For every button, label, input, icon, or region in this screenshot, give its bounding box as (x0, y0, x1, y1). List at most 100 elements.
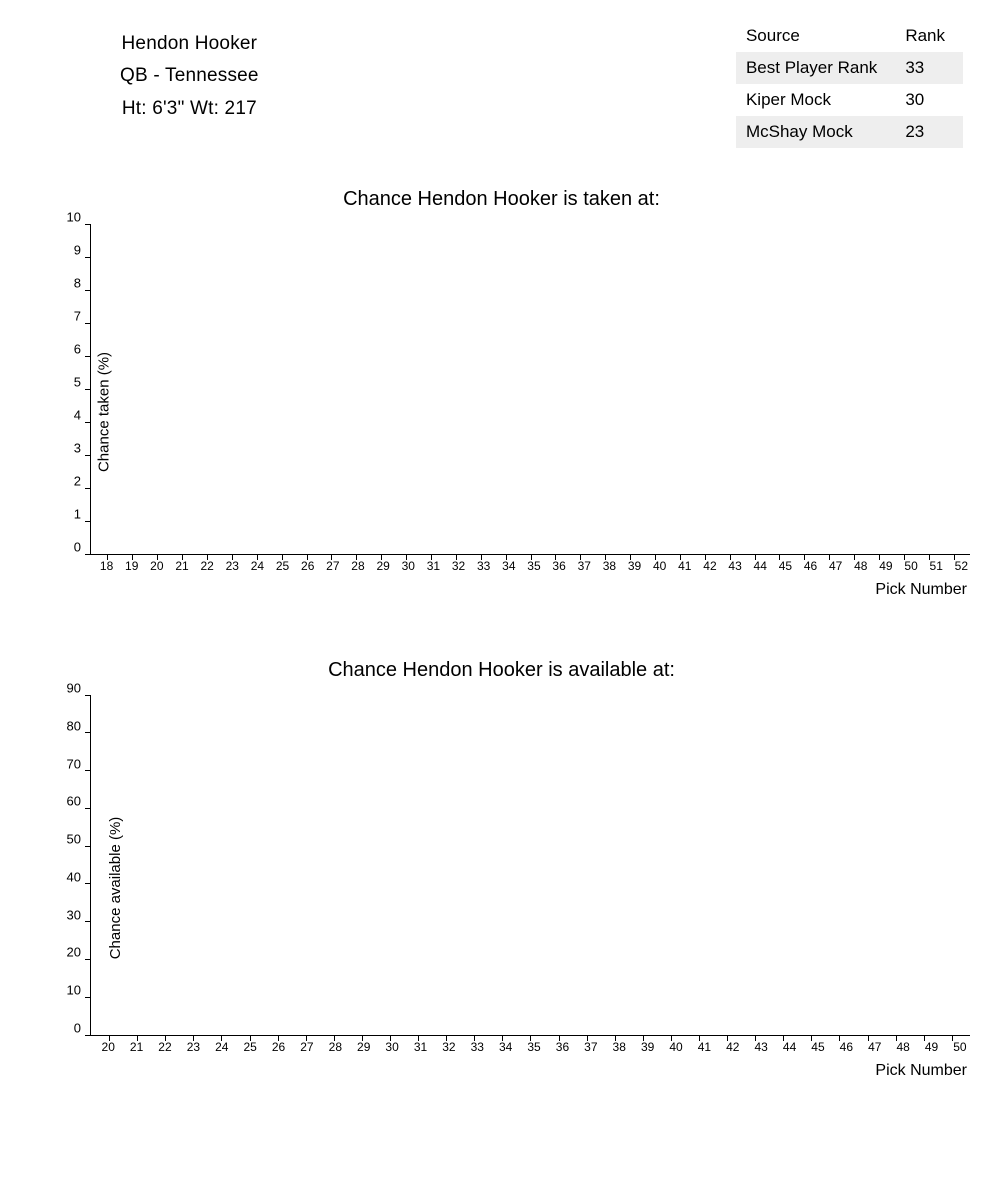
chart-available-plot: 0102030405060708090 (90, 696, 970, 1036)
x-tick (182, 554, 183, 560)
x-tick (655, 554, 656, 560)
x-tick-label: 43 (723, 559, 748, 573)
x-tick (699, 1035, 700, 1041)
x-tick-label: 19 (119, 559, 144, 573)
rank-table: Source Rank Best Player Rank 33 Kiper Mo… (736, 20, 963, 148)
x-tick-label: 26 (295, 559, 320, 573)
x-tick (531, 554, 532, 560)
x-tick (896, 1035, 897, 1041)
x-tick-label: 42 (697, 559, 722, 573)
x-tick (193, 1035, 194, 1041)
x-tick (811, 1035, 812, 1041)
x-tick (381, 554, 382, 560)
header-row: Hendon Hooker QB - Tennessee Ht: 6'3" Wt… (30, 20, 973, 148)
x-tick (257, 554, 258, 560)
x-tick-label: 28 (321, 1040, 349, 1054)
x-tick-label: 32 (446, 559, 471, 573)
x-tick-label: 44 (775, 1040, 803, 1054)
rank-source: Kiper Mock (736, 84, 895, 116)
chart-taken-block: Chance Hendon Hooker is taken at: Chance… (30, 188, 973, 599)
y-tick-label: 7 (74, 309, 81, 324)
y-tick-label: 30 (67, 907, 81, 922)
x-tick (390, 1035, 391, 1041)
x-tick (868, 1035, 869, 1041)
x-tick-label: 45 (773, 559, 798, 573)
x-tick (107, 554, 108, 560)
x-tick (839, 1035, 840, 1041)
x-tick-label: 38 (605, 1040, 633, 1054)
x-tick-label: 50 (946, 1040, 974, 1054)
x-tick (587, 1035, 588, 1041)
y-tick-label: 4 (74, 408, 81, 423)
x-tick-label: 36 (547, 559, 572, 573)
chart-taken-plot: 012345678910 (90, 225, 970, 555)
x-tick (954, 554, 955, 560)
x-tick-label: 35 (520, 1040, 548, 1054)
x-tick-label: 29 (371, 559, 396, 573)
y-tick-label: 40 (67, 869, 81, 884)
x-tick (282, 554, 283, 560)
x-tick (530, 1035, 531, 1041)
x-tick-label: 46 (832, 1040, 860, 1054)
x-tick-label: 29 (350, 1040, 378, 1054)
x-tick-label: 44 (748, 559, 773, 573)
x-tick (306, 1035, 307, 1041)
x-tick (559, 1035, 560, 1041)
y-tick-label: 0 (74, 540, 81, 555)
x-tick-label: 51 (924, 559, 949, 573)
y-tick-label: 2 (74, 474, 81, 489)
x-tick (362, 1035, 363, 1041)
x-tick-label: 37 (572, 559, 597, 573)
x-tick (109, 1035, 110, 1041)
rank-value: 30 (895, 84, 963, 116)
y-tick-label: 50 (67, 832, 81, 847)
y-tick-label: 70 (67, 756, 81, 771)
rank-table-header-source: Source (736, 20, 895, 52)
x-tick-label: 39 (622, 559, 647, 573)
x-tick (904, 554, 905, 560)
x-tick (671, 1035, 672, 1041)
x-tick-label: 52 (949, 559, 974, 573)
x-tick-label: 27 (320, 559, 345, 573)
chart-available-block: Chance Hendon Hooker is available at: Ch… (30, 659, 973, 1080)
x-tick-label: 28 (345, 559, 370, 573)
x-tick-label: 34 (496, 559, 521, 573)
x-tick (580, 554, 581, 560)
rank-value: 33 (895, 52, 963, 84)
x-tick (356, 554, 357, 560)
y-tick-label: 6 (74, 342, 81, 357)
x-tick-label: 48 (848, 559, 873, 573)
x-tick (446, 1035, 447, 1041)
x-tick (474, 1035, 475, 1041)
x-tick-label: 33 (471, 559, 496, 573)
x-tick (630, 554, 631, 560)
x-tick (755, 554, 756, 560)
x-tick (854, 554, 855, 560)
y-tick-label: 10 (67, 210, 81, 225)
x-tick-label: 18 (94, 559, 119, 573)
x-tick-label: 38 (597, 559, 622, 573)
x-tick-label: 27 (293, 1040, 321, 1054)
chart-available-x-labels: 2021222324252627282930313233343536373839… (90, 1040, 978, 1054)
x-tick-label: 49 (917, 1040, 945, 1054)
x-tick (730, 554, 731, 560)
rank-source: McShay Mock (736, 116, 895, 148)
rank-table-row: Best Player Rank 33 (736, 52, 963, 84)
x-tick-label: 30 (378, 1040, 406, 1054)
x-tick-label: 20 (94, 1040, 122, 1054)
x-tick-label: 25 (270, 559, 295, 573)
x-tick-label: 22 (195, 559, 220, 573)
y-tick-label: 90 (67, 681, 81, 696)
x-tick (418, 1035, 419, 1041)
x-tick (137, 1035, 138, 1041)
x-tick-label: 40 (662, 1040, 690, 1054)
y-tick-label: 9 (74, 243, 81, 258)
x-tick-label: 21 (169, 559, 194, 573)
x-tick (705, 554, 706, 560)
x-tick (643, 1035, 644, 1041)
x-tick (456, 554, 457, 560)
x-tick-label: 31 (406, 1040, 434, 1054)
x-tick-label: 41 (690, 1040, 718, 1054)
x-tick-label: 20 (144, 559, 169, 573)
x-tick-label: 24 (208, 1040, 236, 1054)
